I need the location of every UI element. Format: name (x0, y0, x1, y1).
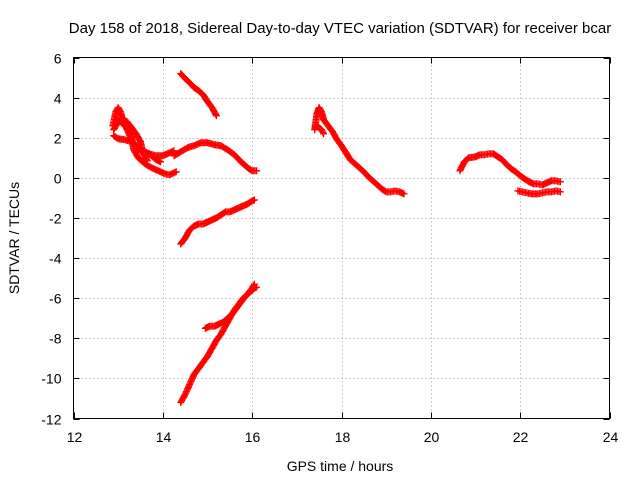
y-tick-label: -2 (49, 211, 62, 227)
y-tick-label: 4 (54, 91, 62, 107)
data-point (172, 168, 180, 176)
x-tick-label: 16 (245, 429, 261, 445)
series-arc-9 (201, 283, 261, 332)
plot-frame (73, 57, 610, 419)
data-point (157, 158, 165, 166)
data-point (319, 128, 327, 136)
series-arc-5 (170, 139, 261, 175)
y-tick-label: 0 (54, 171, 62, 187)
x-tick-label: 22 (513, 429, 529, 445)
series-arc-11 (313, 122, 328, 138)
y-tick-labels: -12 -10 -8 -6 -4 -2 0 2 4 6 (41, 51, 61, 428)
x-tick-label: 12 (67, 429, 83, 445)
y-tick-label: 6 (54, 51, 62, 67)
data-points (109, 70, 564, 406)
series-arc-4 (110, 116, 151, 165)
x-axis-label: GPS time / hours (287, 458, 394, 474)
x-tick-label: 20 (424, 429, 440, 445)
grid-lines (73, 57, 610, 419)
data-point (556, 188, 564, 196)
data-point (556, 178, 564, 186)
data-point (400, 190, 408, 198)
x-tick-label: 18 (335, 429, 351, 445)
y-tick-label: -12 (41, 412, 61, 428)
x-tick-label: 24 (603, 429, 619, 445)
data-point (320, 130, 328, 138)
axis-ticks (73, 57, 611, 420)
series-arc-13 (514, 187, 564, 198)
series-arc-3 (112, 116, 180, 179)
y-tick-label: -10 (41, 371, 61, 387)
y-tick-label: 2 (54, 131, 62, 147)
y-tick-label: -8 (49, 331, 62, 347)
x-tick-label: 14 (156, 429, 172, 445)
y-axis-label: SDTVAR / TECUs (6, 182, 22, 294)
data-point (250, 196, 258, 204)
x-tick-labels: 12 14 16 18 20 22 24 (67, 429, 619, 445)
y-tick-label: -6 (49, 291, 62, 307)
data-point (212, 110, 220, 118)
data-point (212, 112, 220, 120)
data-point (253, 167, 261, 175)
series-arc-6 (177, 70, 220, 120)
data-point (253, 283, 261, 291)
y-tick-label: -4 (49, 251, 62, 267)
chart-title: Day 158 of 2018, Sidereal Day-to-day VTE… (69, 20, 611, 37)
series-arc-10 (311, 104, 408, 198)
data-point (143, 157, 151, 165)
series-arc-7 (177, 196, 258, 248)
series-arc-12 (456, 150, 564, 189)
